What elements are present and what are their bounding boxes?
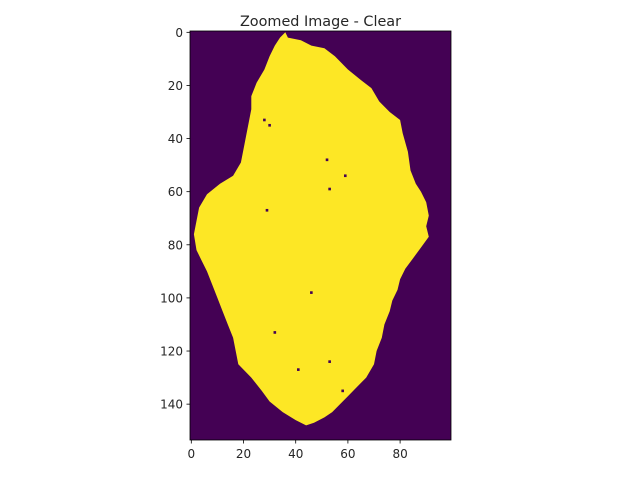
hole-pixel (268, 123, 271, 127)
hole-pixel (273, 331, 277, 334)
y-tick-label: 80 (168, 238, 183, 252)
x-tick-label: 80 (392, 447, 407, 461)
hole-pixel (325, 158, 329, 162)
y-tick-label: 20 (168, 79, 183, 93)
hole-pixel (310, 291, 313, 294)
x-axis: 0 20 40 60 80 (187, 440, 408, 461)
y-tick-label: 100 (160, 291, 183, 305)
x-tick-label: 60 (340, 447, 355, 461)
hole-pixel (297, 368, 300, 371)
x-tick-label: 20 (236, 447, 251, 461)
y-tick-label: 120 (160, 345, 183, 359)
y-tick-label: 140 (160, 398, 183, 412)
x-tick-label: 40 (288, 447, 303, 461)
foreground-holes (263, 118, 347, 393)
y-axis: 0 20 40 60 80 100 120 140 (160, 26, 190, 412)
y-tick-label: 40 (168, 132, 183, 146)
hole-pixel (328, 187, 331, 191)
y-tick-label: 60 (168, 185, 183, 199)
hole-pixel (265, 208, 269, 212)
hole-pixel (263, 118, 266, 122)
hole-pixel (328, 360, 331, 363)
hole-pixel (341, 389, 344, 393)
chart-title: Zoomed Image - Clear (240, 14, 401, 30)
plot-area (189, 30, 452, 441)
y-tick-label: 0 (175, 26, 183, 40)
foreground-region (193, 32, 429, 426)
hole-pixel (343, 174, 347, 178)
x-tick-label: 0 (187, 447, 195, 461)
axes-frame (189, 30, 452, 441)
